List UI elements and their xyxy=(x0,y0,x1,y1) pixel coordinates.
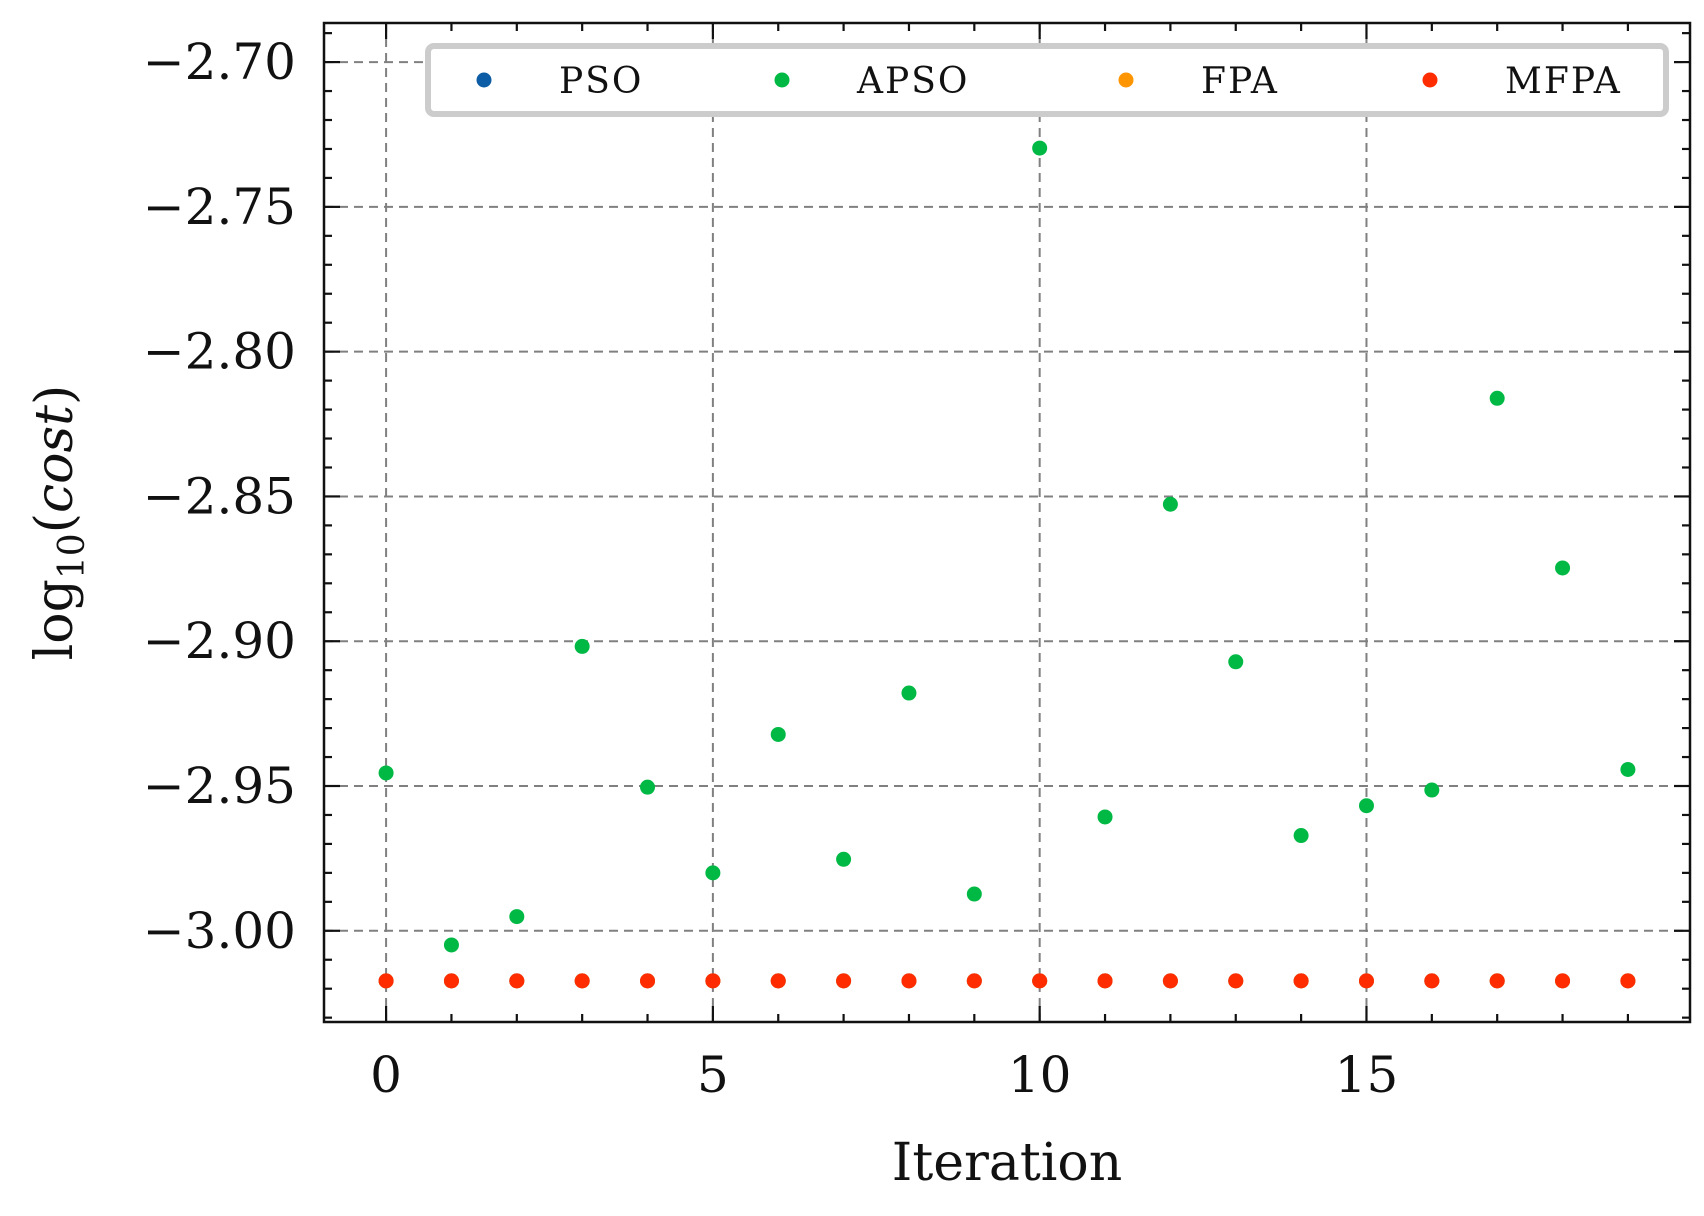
tick-labels: 0 5 10 15 −3.00 −2.95 −2.90 −2.85 −2.80 −2.75 −2.7… xyxy=(143,33,1399,1104)
point-apso xyxy=(1620,761,1636,777)
x-tick-label: 0 xyxy=(370,1046,402,1104)
point-mfpa xyxy=(1358,973,1374,989)
point-mfpa xyxy=(966,973,982,989)
y-axis-label-text: log10(cost) xyxy=(25,385,93,661)
point-mfpa xyxy=(378,973,394,989)
point-mfpa xyxy=(443,973,459,989)
data-points xyxy=(378,140,1636,989)
y-tick-label: −2.95 xyxy=(143,757,296,815)
x-tick-label: 5 xyxy=(697,1046,729,1104)
legend-marker-pso xyxy=(476,72,492,88)
legend-label-fpa: FPA xyxy=(1201,61,1279,102)
point-apso xyxy=(443,937,459,953)
point-apso xyxy=(1097,809,1113,825)
point-apso xyxy=(640,779,656,795)
point-apso xyxy=(1555,560,1571,576)
point-apso xyxy=(770,726,786,742)
point-mfpa xyxy=(1228,973,1244,989)
point-apso xyxy=(509,909,525,925)
point-mfpa xyxy=(770,973,786,989)
point-apso xyxy=(378,765,394,781)
point-apso xyxy=(1228,654,1244,670)
point-mfpa xyxy=(1293,973,1309,989)
legend-label-pso: PSO xyxy=(559,61,643,102)
y-tick-label: −2.70 xyxy=(143,33,296,91)
point-apso xyxy=(1358,798,1374,814)
legend-label-mfpa: MFPA xyxy=(1505,61,1622,102)
x-tick-label: 10 xyxy=(1008,1046,1072,1104)
legend-marker-apso xyxy=(774,72,790,88)
point-apso xyxy=(901,685,917,701)
legend-label-apso: APSO xyxy=(856,61,969,102)
point-mfpa xyxy=(705,973,721,989)
point-apso xyxy=(1424,782,1440,798)
point-apso xyxy=(1162,496,1178,512)
point-mfpa xyxy=(1489,973,1505,989)
point-mfpa xyxy=(1555,973,1571,989)
point-mfpa xyxy=(509,973,525,989)
y-axis-label: log10(cost) xyxy=(25,385,93,661)
point-mfpa xyxy=(1162,973,1178,989)
point-apso xyxy=(705,865,721,881)
point-mfpa xyxy=(1032,973,1048,989)
x-axis-label: Iteration xyxy=(892,1133,1122,1193)
point-mfpa xyxy=(836,973,852,989)
axis-ticks xyxy=(324,23,1690,1022)
point-apso xyxy=(836,851,852,867)
x-tick-label: 15 xyxy=(1335,1046,1399,1104)
point-mfpa xyxy=(1424,973,1440,989)
point-mfpa xyxy=(1620,973,1636,989)
point-mfpa xyxy=(640,973,656,989)
point-apso xyxy=(1489,390,1505,406)
point-mfpa xyxy=(1097,973,1113,989)
point-apso xyxy=(574,638,590,654)
legend: PSO APSO FPA MFPA xyxy=(425,43,1669,117)
legend-marker-fpa xyxy=(1118,72,1134,88)
y-tick-label: −3.00 xyxy=(143,902,296,960)
y-tick-label: −2.85 xyxy=(143,467,296,525)
point-mfpa xyxy=(901,973,917,989)
legend-box xyxy=(425,43,1669,117)
point-apso xyxy=(966,886,982,902)
point-mfpa xyxy=(574,973,590,989)
point-apso xyxy=(1032,140,1048,156)
y-tick-label: −2.75 xyxy=(143,178,296,236)
plot-frame xyxy=(322,21,1692,1024)
point-apso xyxy=(1293,828,1309,844)
y-tick-label: −2.80 xyxy=(143,323,296,381)
legend-marker-mfpa xyxy=(1422,72,1438,88)
y-tick-label: −2.90 xyxy=(143,612,296,670)
